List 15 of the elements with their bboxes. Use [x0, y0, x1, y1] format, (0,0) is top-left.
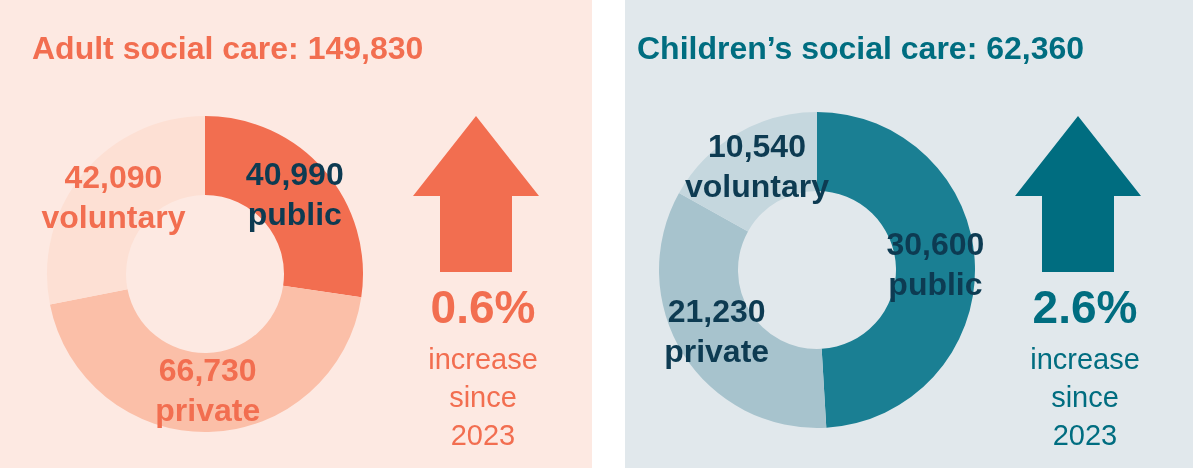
slice-label: voluntary: [684, 167, 830, 204]
text: increase since 2023: [1029, 342, 1141, 453]
slice-label: public: [247, 196, 342, 233]
chart-title: Children’s social care: 62,360: [637, 30, 1085, 67]
slice-label: private: [155, 392, 261, 429]
data-label: 10,540: [708, 127, 806, 164]
data-label: 42,090: [64, 158, 163, 195]
slice-label: voluntary: [41, 198, 186, 235]
text: 2.6%: [1031, 280, 1139, 334]
data-label: 66,730: [158, 352, 257, 389]
data-label: 21,230: [667, 292, 766, 329]
text: increase since 2023: [427, 342, 539, 453]
chart-title: Adult social care: 149,830: [32, 30, 424, 67]
slice-label: private: [664, 332, 770, 369]
text: 0.6%: [429, 280, 537, 334]
